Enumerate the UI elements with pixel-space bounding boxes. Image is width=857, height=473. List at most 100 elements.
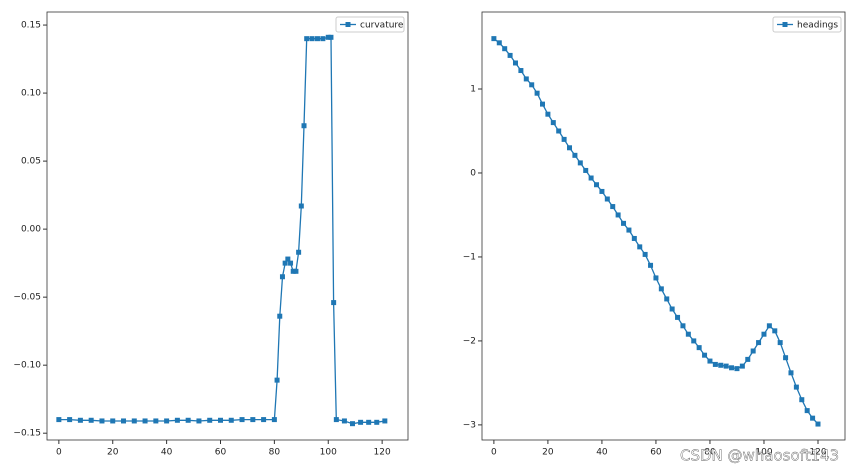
marker [174, 417, 180, 423]
marker [626, 227, 632, 233]
legend-marker [782, 22, 788, 27]
marker [550, 120, 556, 126]
marker [734, 366, 740, 372]
x-tick-label: 120 [809, 448, 826, 458]
marker [707, 358, 713, 364]
marker [669, 306, 675, 312]
marker [750, 348, 756, 354]
marker [261, 417, 267, 423]
marker [561, 136, 567, 142]
marker [631, 235, 637, 241]
marker [341, 418, 347, 424]
marker [793, 384, 799, 390]
marker [298, 203, 304, 209]
marker [331, 300, 337, 306]
marker [621, 220, 627, 226]
x-tick-label: 0 [491, 448, 497, 458]
marker [99, 418, 105, 424]
y-tick-label: −0.10 [13, 361, 41, 371]
legend-label: curvature [360, 21, 404, 31]
marker [772, 328, 778, 334]
y-tick-label: −0.15 [13, 429, 41, 439]
marker [374, 419, 380, 425]
marker [282, 260, 288, 266]
marker [642, 251, 648, 257]
x-tick-label: 20 [107, 448, 119, 458]
marker [320, 36, 326, 42]
marker [799, 397, 805, 403]
marker [358, 419, 364, 425]
marker [556, 128, 562, 134]
marker [745, 356, 751, 362]
marker [588, 175, 594, 181]
y-tick-label: −2 [463, 336, 476, 346]
marker [653, 275, 659, 281]
series-line [493, 38, 819, 425]
watermark: CSDN @whaosoft143 [680, 447, 839, 465]
y-tick-label: 0.15 [21, 21, 41, 31]
y-tick-label: 0 [470, 168, 476, 178]
marker [572, 152, 578, 158]
marker [610, 204, 616, 210]
legend-box [335, 16, 405, 33]
marker [279, 274, 285, 280]
x-tick-label: 20 [542, 448, 554, 458]
marker [290, 268, 296, 274]
marker [523, 76, 529, 82]
marker [285, 256, 291, 262]
marker [766, 323, 772, 329]
marker [131, 418, 137, 424]
axes-frame [46, 11, 409, 441]
x-tick-label: 120 [374, 448, 391, 458]
marker [333, 417, 339, 423]
marker [110, 418, 116, 424]
marker [545, 111, 551, 117]
marker [675, 314, 681, 320]
marker [502, 46, 508, 52]
marker [304, 36, 310, 42]
marker [314, 36, 320, 42]
marker [350, 421, 356, 427]
marker [207, 417, 213, 423]
marker [88, 417, 94, 423]
marker [594, 182, 600, 188]
marker [648, 262, 654, 268]
x-tick-label: 100 [320, 448, 337, 458]
x-tick-label: 60 [650, 448, 662, 458]
marker [583, 167, 589, 173]
marker [67, 417, 73, 423]
x-tick-label: 0 [56, 448, 62, 458]
marker [250, 417, 256, 423]
marker [288, 260, 294, 266]
y-tick-label: −0.05 [13, 293, 41, 303]
marker [382, 418, 388, 424]
marker [301, 123, 307, 129]
marker [296, 249, 302, 255]
marker [507, 52, 513, 58]
marker [518, 68, 524, 74]
x-tick-label: 100 [755, 448, 772, 458]
marker [604, 196, 610, 202]
marker [718, 362, 724, 368]
marker [491, 36, 497, 42]
marker [274, 377, 280, 383]
marker [271, 417, 277, 423]
x-tick-label: 60 [215, 448, 227, 458]
marker [217, 417, 223, 423]
marker [512, 60, 518, 66]
axes-frame [481, 11, 846, 441]
marker [142, 418, 148, 424]
marker [366, 419, 372, 425]
marker [77, 417, 83, 423]
marker [680, 323, 686, 329]
marker [228, 417, 234, 423]
marker [309, 36, 315, 42]
y-tick-label: 1 [470, 85, 476, 95]
marker [712, 361, 718, 367]
y-tick-label: 0.00 [21, 225, 41, 235]
marker [577, 160, 583, 166]
marker [788, 370, 794, 376]
marker [529, 82, 535, 88]
